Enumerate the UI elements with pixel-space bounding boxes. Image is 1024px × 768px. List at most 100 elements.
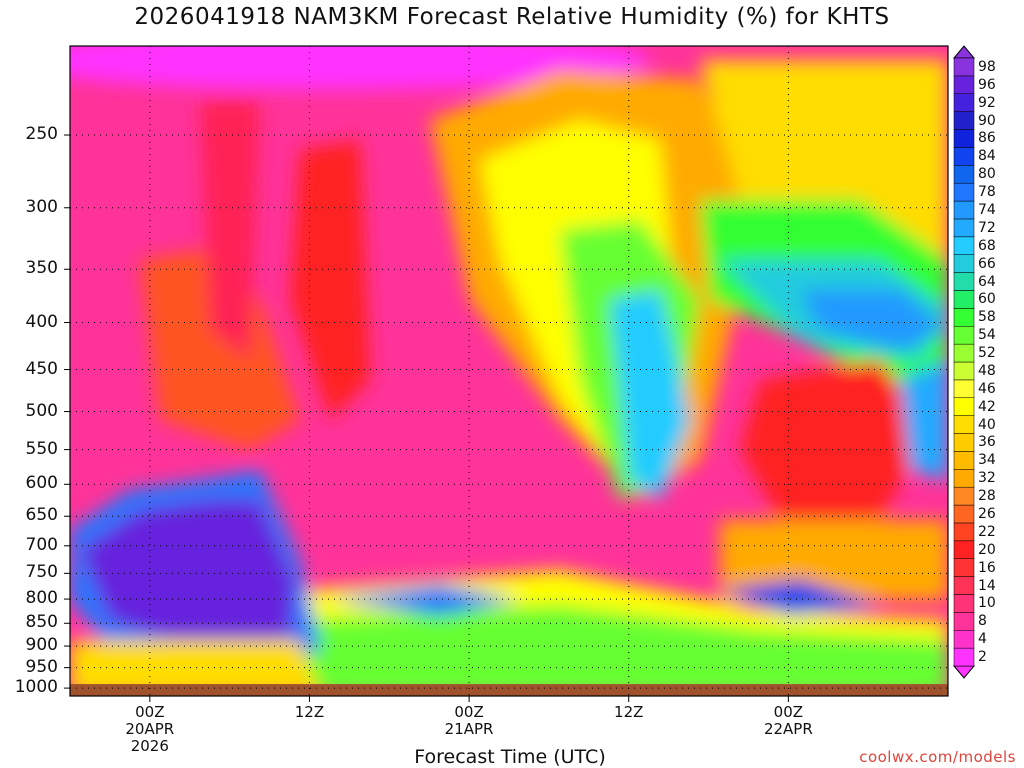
colorbar-label: 92 bbox=[978, 94, 996, 111]
y-tick-label: 750 bbox=[25, 562, 58, 583]
colorbar-label: 68 bbox=[978, 237, 996, 254]
colorbar-label: 2 bbox=[978, 649, 987, 666]
y-tick-label: 700 bbox=[25, 534, 58, 555]
colorbar-bottom-arrow bbox=[952, 665, 976, 679]
colorbar-swatch bbox=[953, 540, 975, 559]
y-tick-label: 300 bbox=[25, 196, 58, 217]
colorbar-label: 20 bbox=[978, 541, 996, 558]
colorbar-swatch bbox=[953, 325, 975, 345]
colorbar-swatch bbox=[953, 165, 975, 184]
colorbar-label: 48 bbox=[978, 362, 996, 379]
colorbar-swatch bbox=[953, 290, 975, 309]
colorbar-label: 4 bbox=[978, 631, 987, 648]
rh-blob-low-blue-1 bbox=[330, 585, 520, 615]
colorbar bbox=[952, 45, 976, 679]
colorbar-label: 86 bbox=[978, 130, 996, 147]
colorbar-swatch bbox=[953, 218, 975, 238]
colorbar-swatch bbox=[953, 75, 975, 95]
colorbar-swatch bbox=[953, 343, 975, 363]
colorbar-swatch bbox=[953, 469, 975, 488]
y-tick-label: 450 bbox=[25, 358, 58, 379]
colorbar-swatch bbox=[953, 612, 975, 631]
rh-blob-right-edge-blue bbox=[900, 360, 948, 480]
colorbar-label: 58 bbox=[978, 309, 996, 326]
colorbar-label: 60 bbox=[978, 291, 996, 308]
y-tick-label: 600 bbox=[25, 473, 58, 494]
colorbar-swatch bbox=[953, 182, 975, 202]
rh-blob-left-purple bbox=[80, 500, 295, 650]
colorbar-label: 32 bbox=[978, 470, 996, 487]
rh-blob-upper-red bbox=[200, 100, 260, 360]
colorbar-label: 34 bbox=[978, 452, 996, 469]
colorbar-label: 80 bbox=[978, 166, 996, 183]
colorbar-label: 52 bbox=[978, 345, 996, 362]
chart-title: 2026041918 NAM3KM Forecast Relative Humi… bbox=[134, 4, 890, 30]
rh-blob-lower-right-orange bbox=[720, 520, 948, 600]
colorbar-swatch bbox=[953, 147, 975, 166]
colorbar-label: 96 bbox=[978, 76, 996, 93]
colorbar-swatch bbox=[953, 504, 975, 524]
colorbar-swatch bbox=[953, 111, 975, 130]
rh-blob-far-right-blue bbox=[800, 290, 948, 350]
y-tick-label: 350 bbox=[25, 258, 58, 279]
colorbar-label: 46 bbox=[978, 380, 996, 397]
colorbar-swatch bbox=[953, 415, 975, 434]
colorbar-label: 26 bbox=[978, 506, 996, 522]
y-tick-label: 250 bbox=[25, 124, 58, 145]
colorbar-label: 90 bbox=[978, 112, 996, 129]
colorbar-swatch bbox=[953, 451, 975, 470]
colorbar-label: 22 bbox=[978, 523, 996, 540]
colorbar-swatch bbox=[953, 379, 975, 399]
colorbar-swatch bbox=[953, 57, 975, 77]
colorbar-label: 36 bbox=[978, 434, 996, 451]
colorbar-swatch bbox=[953, 236, 975, 255]
colorbar-label: 84 bbox=[978, 148, 996, 165]
rh-blob-surface-yellow bbox=[70, 640, 320, 696]
x-tick-label: 2026 bbox=[130, 737, 169, 755]
colorbar-label: 28 bbox=[978, 488, 996, 505]
y-tick-label: 650 bbox=[25, 505, 58, 526]
rh-blob-right-cyan bbox=[610, 290, 690, 500]
x-tick-label: 12Z bbox=[614, 703, 644, 721]
colorbar-label: 74 bbox=[978, 202, 996, 218]
x-tick-label: 00Z bbox=[454, 703, 484, 721]
x-tick-label: 20APR bbox=[125, 720, 175, 738]
credit-text: coolwx.com/models bbox=[859, 748, 1016, 766]
colorbar-swatch bbox=[953, 397, 975, 416]
colorbar-top-arrow bbox=[952, 45, 976, 59]
colorbar-label: 98 bbox=[978, 58, 996, 75]
plot-frame bbox=[69, 45, 949, 697]
colorbar-swatch bbox=[953, 129, 975, 148]
x-tick-label: 22APR bbox=[763, 720, 813, 738]
rh-contours bbox=[70, 46, 948, 696]
rh-blob-lower-right-red bbox=[740, 360, 930, 520]
rh-blob-low-blue-2 bbox=[720, 580, 880, 615]
rh-blob-left-orange bbox=[140, 250, 300, 450]
colorbar-swatch bbox=[953, 558, 975, 577]
rh-blob-boundary-green bbox=[300, 605, 948, 696]
colorbar-label: 10 bbox=[978, 595, 996, 612]
y-tick-label: 850 bbox=[25, 612, 58, 633]
colorbar-label: 8 bbox=[978, 613, 987, 630]
colorbar-swatch bbox=[953, 272, 975, 291]
colorbar-label: 64 bbox=[978, 273, 996, 290]
colorbar-swatch bbox=[953, 254, 975, 273]
colorbar-label: 66 bbox=[978, 255, 996, 272]
colorbar-swatch bbox=[953, 522, 975, 542]
y-tick-label: 500 bbox=[25, 400, 58, 421]
y-tick-label: 900 bbox=[25, 635, 58, 656]
x-axis-title: Forecast Time (UTC) bbox=[414, 746, 606, 768]
colorbar-label: 16 bbox=[978, 559, 996, 576]
colorbar-swatch bbox=[953, 433, 975, 452]
x-tick-label: 12Z bbox=[294, 703, 325, 721]
colorbar-label: 40 bbox=[978, 416, 996, 433]
colorbar-swatch bbox=[953, 576, 975, 595]
colorbar-label: 78 bbox=[978, 184, 996, 201]
y-tick-label: 1000 bbox=[14, 677, 58, 698]
colorbar-label: 54 bbox=[978, 327, 996, 344]
colorbar-label: 14 bbox=[978, 577, 996, 594]
x-tick-label: 00Z bbox=[135, 703, 165, 721]
colorbar-swatch bbox=[953, 486, 975, 506]
colorbar-swatch bbox=[953, 361, 975, 381]
